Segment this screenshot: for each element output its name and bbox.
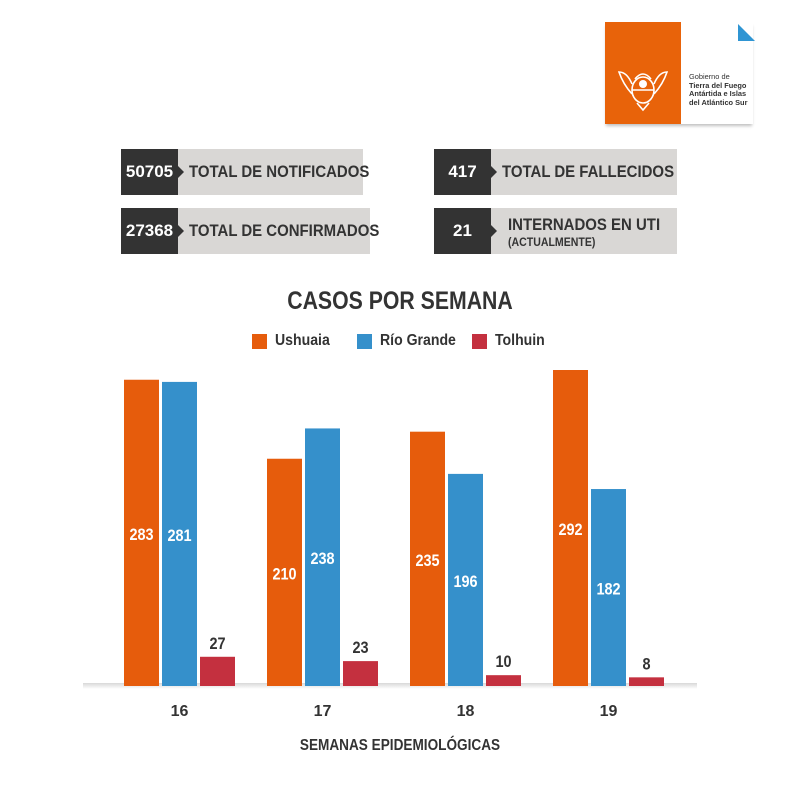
data-label: 27 [209,635,225,653]
stat-sublabel: (ACTUALMENTE) [508,235,596,249]
logo-line-3: Antártida e Islas [689,89,747,99]
data-label: 10 [495,653,511,671]
government-logo: Gobierno de Tierra del Fuego Antártida e… [605,22,753,124]
legend-label: Ushuaia [275,332,330,349]
bar-tolhuin-18 [486,675,521,686]
x-tick-label: 16 [171,703,189,720]
logo-text: Gobierno de Tierra del Fuego Antártida e… [689,72,748,107]
stat-label: TOTAL DE CONFIRMADOS [189,221,380,240]
x-tick-label: 19 [600,703,618,720]
chart-baseline [83,683,697,689]
stat-label: TOTAL DE FALLECIDOS [502,162,675,181]
x-tick-label: 18 [457,703,475,720]
logo-line-4: del Atlántico Sur [689,97,748,107]
bar-ushuaia-18 [410,431,445,686]
logo-line-2: Tierra del Fuego [689,80,747,90]
data-label: 235 [415,552,439,570]
bar-río-grande-17 [305,428,340,686]
legend-swatch [252,334,267,349]
legend-label: Río Grande [380,332,456,349]
stat-value: 21 [434,208,491,254]
stat-internados-uti: 21 INTERNADOS EN UTI (ACTUALMENTE) [434,208,677,254]
logo-emblem-block [605,22,681,124]
arrow-icon [178,166,184,178]
data-label: 281 [167,527,191,545]
stat-value: 27368 [121,208,178,254]
bar-río-grande-16 [162,381,197,686]
arrow-icon [491,166,497,178]
stat-confirmados: 27368 TOTAL DE CONFIRMADOS [121,208,379,254]
stat-label: INTERNADOS EN UTI [508,215,661,234]
bar-tolhuin-16 [200,656,235,686]
x-axis-label: SEMANAS EPIDEMIOLÓGICAS [299,737,501,754]
arrow-icon [178,225,184,237]
x-tick-label: 17 [314,703,332,720]
legend-swatch [357,334,372,349]
data-label: 182 [596,581,620,599]
data-label: 210 [272,565,296,583]
data-label: 23 [352,639,368,657]
coat-of-arms-icon [617,71,669,112]
data-label: 238 [310,550,334,568]
legend-label: Tolhuin [495,332,545,349]
bar-tolhuin-17 [343,661,378,686]
stat-value: 50705 [121,149,178,195]
arrow-icon [491,225,497,237]
bar-ushuaia-19 [553,370,588,686]
stat-value: 417 [434,149,491,195]
bar-tolhuin-19 [629,677,664,686]
chart-title: CASOS POR SEMANA [287,287,513,315]
data-label: 292 [558,521,582,539]
legend-swatch [472,334,487,349]
stat-fallecidos: 417 TOTAL DE FALLECIDOS [434,149,677,195]
bar-río-grande-18 [448,473,483,686]
chart-legend: Ushuaia Río Grande Tolhuin [0,331,800,351]
bar-ushuaia-17 [267,458,302,686]
logo-line-1: Gobierno de [689,72,730,81]
stat-notificados: 50705 TOTAL DE NOTIFICADOS [121,149,369,195]
corner-triangle-icon [738,24,755,41]
data-label: 8 [642,655,650,673]
bar-río-grande-19 [591,489,626,686]
bar-ushuaia-16 [124,379,159,686]
data-label: 196 [453,573,477,591]
stat-label: TOTAL DE NOTIFICADOS [189,162,370,181]
data-label: 283 [129,526,153,544]
